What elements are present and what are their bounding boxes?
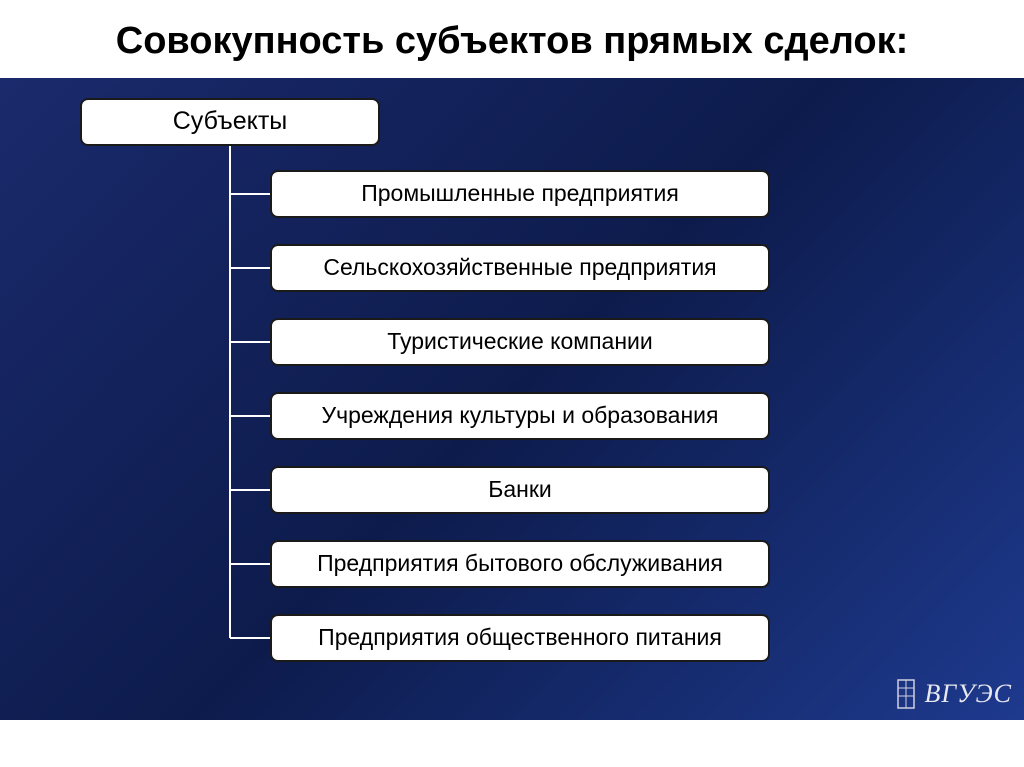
child-node: Сельскохозяйственные предприятия xyxy=(270,244,770,292)
title-area: Совокупность субъектов прямых сделок: xyxy=(0,0,1024,78)
logo-icon xyxy=(892,676,920,712)
diagram-area: Субъекты Промышленные предприятия Сельско… xyxy=(0,78,1024,720)
child-label: Банки xyxy=(488,476,552,503)
child-label: Предприятия бытового обслуживания xyxy=(317,550,723,577)
child-node: Учреждения культуры и образования xyxy=(270,392,770,440)
child-label: Туристические компании xyxy=(387,328,652,355)
parent-node: Субъекты xyxy=(80,98,380,146)
page-title: Совокупность субъектов прямых сделок: xyxy=(40,18,984,66)
child-label: Сельскохозяйственные предприятия xyxy=(323,254,716,281)
child-node: Предприятия общественного питания xyxy=(270,614,770,662)
logo-text: ВГУЭС xyxy=(924,679,1012,709)
child-node: Туристические компании xyxy=(270,318,770,366)
child-node: Банки xyxy=(270,466,770,514)
child-label: Учреждения культуры и образования xyxy=(322,402,719,429)
child-node: Промышленные предприятия xyxy=(270,170,770,218)
child-node: Предприятия бытового обслуживания xyxy=(270,540,770,588)
child-label: Промышленные предприятия xyxy=(361,180,679,207)
parent-label: Субъекты xyxy=(173,107,288,136)
logo: ВГУЭС xyxy=(892,676,1012,712)
child-label: Предприятия общественного питания xyxy=(318,624,722,651)
